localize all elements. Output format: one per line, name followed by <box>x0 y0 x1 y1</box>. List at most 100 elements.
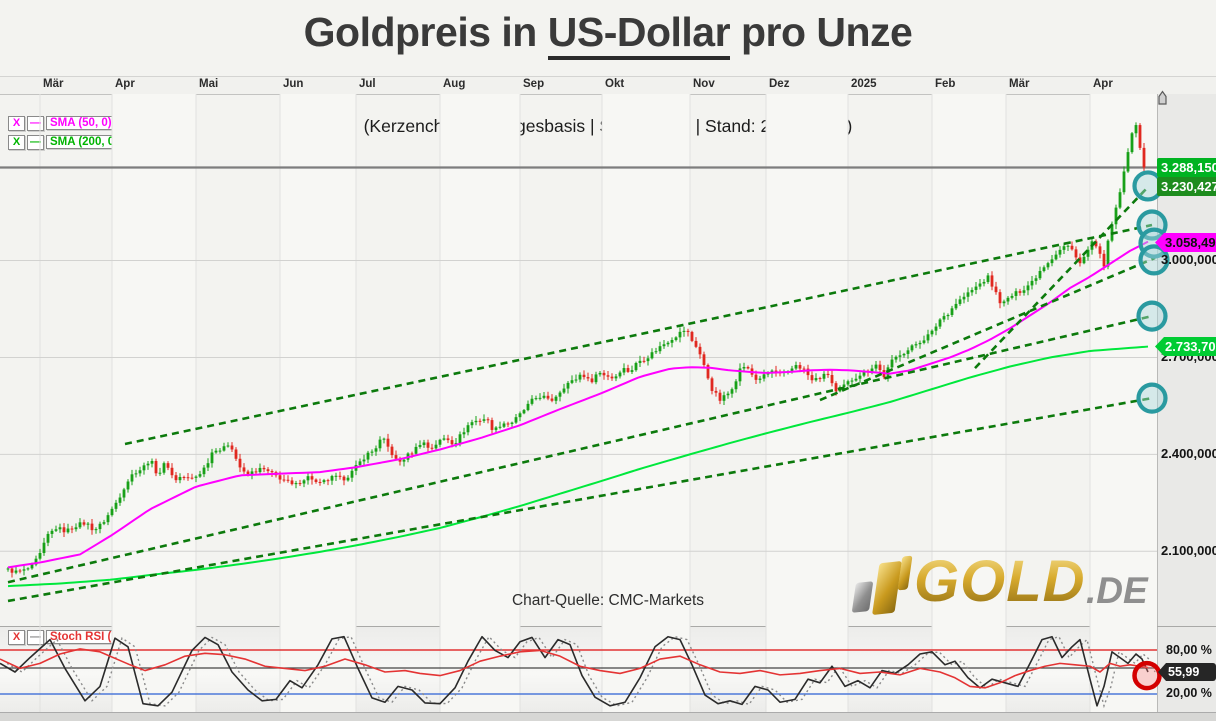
candle-body <box>922 340 926 343</box>
stoch-lower-level-label: 20,00 % <box>1166 686 1212 700</box>
candle-body <box>490 420 494 430</box>
candle-body <box>1142 147 1146 168</box>
candle-body <box>846 381 850 385</box>
month-label-1: Apr <box>115 78 135 90</box>
candle-body <box>926 334 930 341</box>
candle-body <box>1030 280 1034 286</box>
candle-body <box>622 368 626 373</box>
candle-body <box>26 568 30 570</box>
candle-body <box>142 465 146 471</box>
candle-body <box>418 445 422 447</box>
candle-body <box>898 355 902 357</box>
highlight-circle-5 <box>1136 382 1168 414</box>
candle-body <box>290 480 294 485</box>
candle-body <box>518 413 522 418</box>
candle-body <box>474 420 478 423</box>
candle-body <box>358 461 362 466</box>
candle-body <box>38 552 42 559</box>
candle-body <box>630 370 634 372</box>
candle-body <box>402 459 406 462</box>
candle-body <box>90 523 94 531</box>
candle-body <box>62 527 66 533</box>
candle-body <box>246 471 250 475</box>
candle-body <box>330 476 334 481</box>
month-label-12: Mär <box>1009 78 1030 90</box>
candle-body <box>842 384 846 388</box>
candle-body <box>818 378 822 380</box>
candle-body <box>334 475 338 477</box>
candle-body <box>994 286 998 293</box>
title-part1: Goldpreis in <box>303 9 548 55</box>
candle-body <box>526 403 530 411</box>
candle-body <box>434 444 438 449</box>
candle-body <box>614 376 618 379</box>
source-caption: Chart-Quelle: CMC-Markets <box>511 592 705 609</box>
stoch-close-button[interactable]: X <box>8 629 25 645</box>
candle-body <box>254 471 258 473</box>
candle-body <box>250 471 254 475</box>
candle-body <box>694 340 698 347</box>
candle-body <box>550 398 554 401</box>
candle-body <box>766 373 770 375</box>
sma200-close-button[interactable]: X <box>8 134 25 150</box>
candle-body <box>962 296 966 300</box>
candle-body <box>130 474 134 482</box>
candle-body <box>538 397 542 399</box>
candle-body <box>102 522 106 524</box>
candle-body <box>110 508 114 516</box>
candle-body <box>1138 125 1142 148</box>
candle-body <box>22 569 26 571</box>
candle-body <box>1006 297 1010 302</box>
candle-body <box>794 365 798 369</box>
scale-marker-icon[interactable] <box>1158 90 1167 105</box>
candle-body <box>122 489 126 498</box>
gold-de-logo: GOLD .DE <box>848 549 1148 624</box>
candle-body <box>1106 240 1110 267</box>
candle-body <box>530 398 534 404</box>
sma50-legend-label: SMA (50, 0) <box>46 116 116 130</box>
price-axis-label-0: 3.000,000 <box>1161 252 1216 267</box>
month-band <box>440 94 520 712</box>
candle-body <box>686 330 690 332</box>
candle-body <box>1078 257 1082 264</box>
candle-body <box>718 392 722 401</box>
candle-body <box>478 420 482 422</box>
candle-body <box>1062 246 1066 250</box>
candle-body <box>602 372 606 376</box>
candle-body <box>470 422 474 426</box>
candle-body <box>862 370 866 376</box>
candle-body <box>1082 256 1086 264</box>
candle-body <box>574 379 578 381</box>
candle-body <box>1050 259 1054 264</box>
candle-body <box>302 480 306 484</box>
month-label-5: Aug <box>443 78 466 90</box>
candle-body <box>50 530 54 534</box>
candle-body <box>298 483 302 485</box>
candle-body <box>754 374 758 380</box>
candle-body <box>194 476 198 478</box>
candle-body <box>462 432 466 435</box>
candle-body <box>450 440 454 445</box>
candle-body <box>986 275 990 282</box>
candle-body <box>542 395 546 398</box>
candle-body <box>910 345 914 351</box>
candle-body <box>814 378 818 381</box>
candle-body <box>598 372 602 375</box>
candle-body <box>82 522 86 525</box>
candle-body <box>742 366 746 369</box>
candle-body <box>1026 285 1030 291</box>
candle-body <box>114 502 118 509</box>
candle-body <box>902 353 906 356</box>
logo-tld: .DE <box>1086 570 1148 611</box>
candle-body <box>690 331 694 341</box>
candle-body <box>534 398 538 400</box>
candle-body <box>338 475 342 477</box>
candle-body <box>1042 267 1046 271</box>
sma50-close-button[interactable]: X <box>8 115 25 131</box>
price-axis-margin <box>1157 94 1216 712</box>
candle-body <box>858 375 862 379</box>
candle-body <box>238 458 242 468</box>
candle-body <box>66 528 70 533</box>
candle-body <box>658 346 662 352</box>
candle-body <box>54 529 58 531</box>
